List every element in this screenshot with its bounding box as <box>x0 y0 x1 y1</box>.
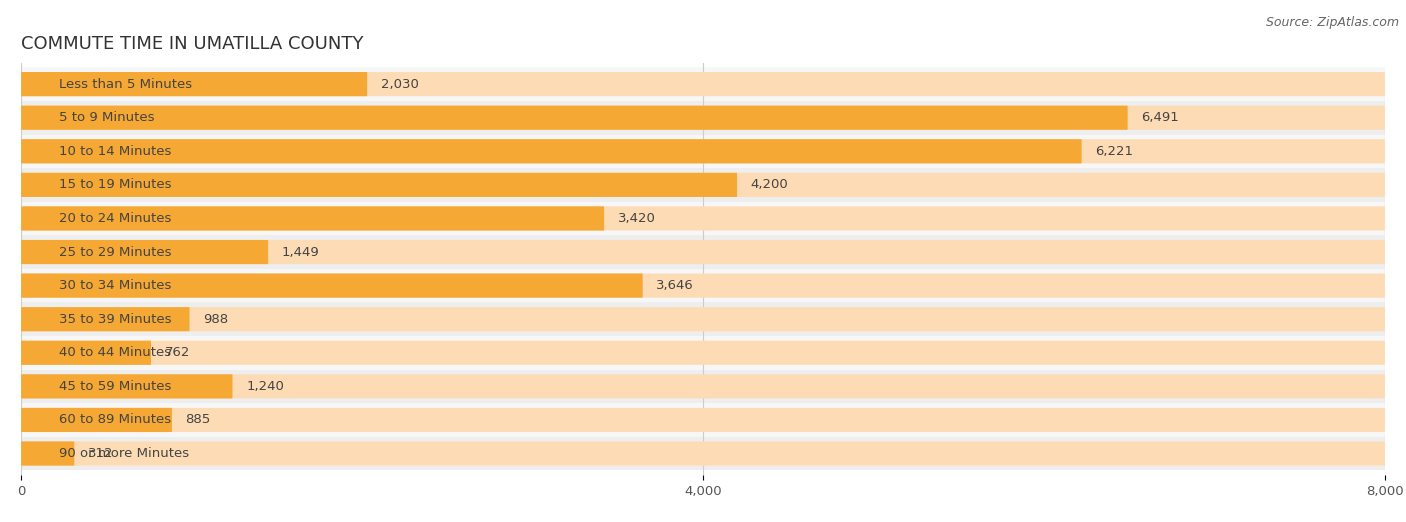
FancyBboxPatch shape <box>21 370 1385 403</box>
Text: 45 to 59 Minutes: 45 to 59 Minutes <box>59 380 172 393</box>
Text: Less than 5 Minutes: Less than 5 Minutes <box>59 78 191 91</box>
Text: 885: 885 <box>186 413 211 426</box>
FancyBboxPatch shape <box>21 201 1385 235</box>
Text: 4,200: 4,200 <box>751 179 789 192</box>
Text: 312: 312 <box>89 447 114 460</box>
FancyBboxPatch shape <box>21 105 1128 130</box>
FancyBboxPatch shape <box>21 67 1385 101</box>
FancyBboxPatch shape <box>21 274 1385 298</box>
FancyBboxPatch shape <box>21 240 1385 264</box>
Text: 1,240: 1,240 <box>246 380 284 393</box>
FancyBboxPatch shape <box>21 307 1385 331</box>
FancyBboxPatch shape <box>21 168 1385 201</box>
Text: 25 to 29 Minutes: 25 to 29 Minutes <box>59 245 172 258</box>
FancyBboxPatch shape <box>21 408 172 432</box>
Text: 90 or more Minutes: 90 or more Minutes <box>59 447 188 460</box>
FancyBboxPatch shape <box>21 139 1385 163</box>
FancyBboxPatch shape <box>21 274 643 298</box>
FancyBboxPatch shape <box>21 442 1385 466</box>
FancyBboxPatch shape <box>21 105 1385 130</box>
Text: 15 to 19 Minutes: 15 to 19 Minutes <box>59 179 172 192</box>
FancyBboxPatch shape <box>21 374 232 398</box>
FancyBboxPatch shape <box>21 173 737 197</box>
FancyBboxPatch shape <box>21 408 1385 432</box>
Text: 3,420: 3,420 <box>617 212 655 225</box>
FancyBboxPatch shape <box>21 403 1385 437</box>
FancyBboxPatch shape <box>21 341 1385 365</box>
Text: Source: ZipAtlas.com: Source: ZipAtlas.com <box>1265 16 1399 29</box>
FancyBboxPatch shape <box>21 173 1385 197</box>
FancyBboxPatch shape <box>21 374 1385 398</box>
Text: 3,646: 3,646 <box>657 279 695 292</box>
Text: 6,491: 6,491 <box>1142 111 1180 124</box>
FancyBboxPatch shape <box>21 139 1081 163</box>
FancyBboxPatch shape <box>21 101 1385 135</box>
FancyBboxPatch shape <box>21 269 1385 302</box>
FancyBboxPatch shape <box>21 72 1385 96</box>
Text: 10 to 14 Minutes: 10 to 14 Minutes <box>59 145 172 158</box>
Text: 40 to 44 Minutes: 40 to 44 Minutes <box>59 346 170 359</box>
FancyBboxPatch shape <box>21 206 605 231</box>
FancyBboxPatch shape <box>21 235 1385 269</box>
FancyBboxPatch shape <box>21 135 1385 168</box>
Text: 762: 762 <box>165 346 190 359</box>
Text: 35 to 39 Minutes: 35 to 39 Minutes <box>59 313 172 326</box>
FancyBboxPatch shape <box>21 336 1385 370</box>
FancyBboxPatch shape <box>21 341 150 365</box>
Text: 20 to 24 Minutes: 20 to 24 Minutes <box>59 212 172 225</box>
FancyBboxPatch shape <box>21 302 1385 336</box>
FancyBboxPatch shape <box>21 240 269 264</box>
FancyBboxPatch shape <box>21 307 190 331</box>
FancyBboxPatch shape <box>21 72 367 96</box>
Text: 30 to 34 Minutes: 30 to 34 Minutes <box>59 279 172 292</box>
Text: 6,221: 6,221 <box>1095 145 1133 158</box>
Text: COMMUTE TIME IN UMATILLA COUNTY: COMMUTE TIME IN UMATILLA COUNTY <box>21 35 364 53</box>
Text: 60 to 89 Minutes: 60 to 89 Minutes <box>59 413 170 426</box>
FancyBboxPatch shape <box>21 437 1385 470</box>
Text: 988: 988 <box>202 313 228 326</box>
Text: 5 to 9 Minutes: 5 to 9 Minutes <box>59 111 155 124</box>
Text: 2,030: 2,030 <box>381 78 419 91</box>
Text: 1,449: 1,449 <box>281 245 319 258</box>
FancyBboxPatch shape <box>21 206 1385 231</box>
FancyBboxPatch shape <box>21 442 75 466</box>
